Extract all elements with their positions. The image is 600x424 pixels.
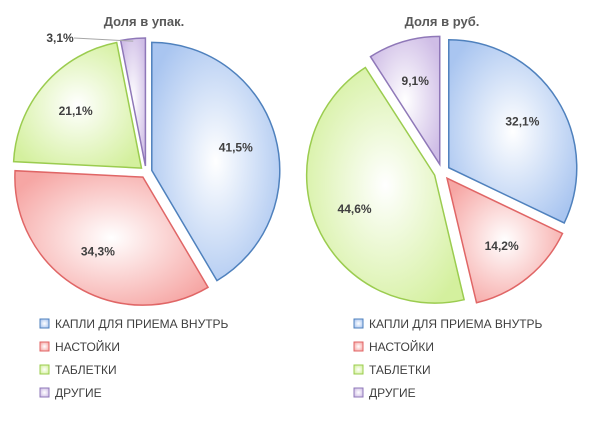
- data-label: 9,1%: [402, 74, 430, 88]
- pie-rub: 32,1% 14,2% 44,6% 9,1%: [305, 35, 578, 304]
- legend-label: НАСТОЙКИ: [55, 339, 120, 354]
- data-label: 21,1%: [59, 104, 93, 118]
- legend-swatch: [353, 387, 364, 398]
- legend-rub: КАПЛИ ДЛЯ ПРИЕМА ВНУТРЬ НАСТОЙКИ ТАБЛЕТКИ Д…: [353, 317, 543, 400]
- legend-label: ДРУГИЕ: [369, 386, 416, 400]
- slice-drops: [151, 41, 281, 282]
- pie-packs: 41,5% 34,3% 21,1% 3,1%: [12, 31, 281, 306]
- legend-label: НАСТОЙКИ: [369, 339, 434, 354]
- data-label: 32,1%: [505, 114, 539, 128]
- legend-label: КАПЛИ ДЛЯ ПРИЕМА ВНУТРЬ: [369, 317, 543, 331]
- legend-swatch: [39, 387, 50, 398]
- chart-title: Доля в упак.: [104, 14, 185, 29]
- chart-title: Доля в руб.: [405, 14, 480, 29]
- slice-tinctures: [445, 176, 564, 304]
- legend-label: ТАБЛЕТКИ: [55, 363, 117, 377]
- slice-other: [369, 35, 441, 167]
- slice-tinctures: [14, 169, 210, 306]
- legend-label: КАПЛИ ДЛЯ ПРИЕМА ВНУТРЬ: [55, 317, 229, 331]
- slice-tablets: [305, 66, 466, 304]
- data-label: 44,6%: [338, 202, 372, 216]
- legend-swatch: [353, 364, 364, 375]
- legend-swatch: [353, 341, 364, 352]
- data-label: 41,5%: [219, 140, 253, 154]
- chart-packs: Доля в упак. 41,5% 34,3% 21,1% 3,1% КАПЛИ Д…: [12, 14, 281, 400]
- chart-rub: Доля в руб. 32,1% 14,2% 44,6% 9,1% КАПЛИ ДЛ…: [305, 14, 578, 400]
- slice-tablets: [12, 41, 143, 169]
- legend-label: ТАБЛЕТКИ: [369, 363, 431, 377]
- legend-swatch: [39, 341, 50, 352]
- legend-swatch: [39, 318, 50, 329]
- data-label: 14,2%: [485, 239, 519, 253]
- leader-line: [73, 37, 134, 42]
- slice-drops: [448, 38, 578, 224]
- data-label: 3,1%: [46, 31, 74, 45]
- legend-packs: КАПЛИ ДЛЯ ПРИЕМА ВНУТРЬ НАСТОЙКИ ТАБЛЕТКИ Д…: [39, 317, 229, 400]
- legend-swatch: [39, 364, 50, 375]
- legend-swatch: [353, 318, 364, 329]
- legend-label: ДРУГИЕ: [55, 386, 102, 400]
- data-label: 34,3%: [81, 245, 115, 259]
